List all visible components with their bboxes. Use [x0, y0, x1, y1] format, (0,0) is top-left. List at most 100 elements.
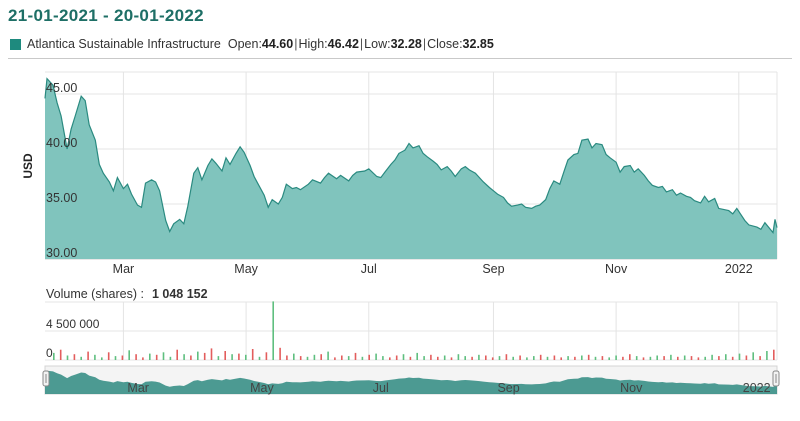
- volume-bar: [293, 353, 295, 360]
- navigator-x-tick-label: May: [250, 381, 274, 395]
- y-axis-label: USD: [21, 153, 35, 179]
- volume-bar: [197, 351, 199, 360]
- volume-bar: [656, 355, 658, 360]
- volume-bar: [430, 354, 432, 360]
- open-label: Open:: [227, 37, 262, 51]
- volume-bar: [601, 356, 604, 360]
- volume-bar: [766, 351, 768, 360]
- volume-bar: [334, 357, 336, 360]
- volume-bar: [416, 352, 418, 360]
- header-divider: [8, 58, 792, 59]
- volume-bar: [498, 356, 501, 360]
- volume-bar: [313, 354, 316, 360]
- navigator-x-tick-label: Sep: [497, 381, 519, 395]
- volume-bar: [121, 355, 124, 360]
- volume-bar: [128, 350, 130, 360]
- volume-bar: [320, 354, 322, 360]
- volume-y-tick-label: 4 500 000: [46, 317, 100, 331]
- volume-bar: [581, 355, 583, 360]
- volume-bar: [718, 356, 720, 360]
- volume-bar: [217, 356, 220, 360]
- volume-bar: [190, 355, 192, 360]
- volume-bar: [155, 354, 158, 360]
- price-x-tick-label: 2022: [725, 262, 753, 276]
- volume-bar: [251, 349, 254, 360]
- volume-bar: [752, 352, 754, 360]
- volume-bar: [224, 351, 226, 360]
- price-x-tick-label: Mar: [113, 262, 135, 276]
- volume-bar: [107, 352, 110, 360]
- volume-caption: Volume (shares) : 1 048 152: [46, 287, 208, 301]
- volume-bar: [519, 355, 521, 360]
- close-value: 32.85: [462, 37, 494, 51]
- volume-bar: [299, 356, 302, 360]
- separator: |: [294, 37, 298, 51]
- legend-swatch[interactable]: [10, 38, 21, 50]
- volume-bar: [286, 355, 288, 360]
- volume-bar: [66, 355, 69, 360]
- volume-bar: [683, 355, 686, 360]
- volume-bar: [745, 355, 748, 360]
- price-x-tick-label: Sep: [482, 262, 504, 276]
- volume-bar: [711, 354, 713, 360]
- navigator-x-tick-label: Jul: [373, 381, 389, 395]
- volume-bar: [142, 357, 144, 360]
- volume-bar: [533, 356, 535, 360]
- volume-bar: [94, 354, 96, 360]
- volume-bar: [258, 356, 261, 360]
- volume-bar: [443, 355, 446, 360]
- volume-bars[interactable]: [53, 301, 775, 360]
- volume-bar: [485, 355, 487, 360]
- volume-bar: [395, 355, 398, 360]
- volume-bar: [649, 356, 652, 360]
- volume-bar: [114, 356, 117, 360]
- volume-bar: [423, 356, 425, 360]
- volume-bar: [471, 356, 473, 360]
- volume-bar: [135, 354, 137, 360]
- price-y-tick-label: 45.00: [46, 81, 77, 95]
- volume-bar: [512, 356, 514, 360]
- volume-label: Volume (shares) :: [46, 287, 144, 301]
- volume-bar: [272, 301, 274, 360]
- volume-bar: [670, 354, 672, 360]
- volume-bar: [238, 353, 240, 360]
- volume-bar: [457, 354, 460, 360]
- volume-bar: [382, 356, 384, 360]
- legend-series-name[interactable]: Atlantica Sustainable Infrastructure: [27, 37, 221, 51]
- volume-bar: [704, 356, 706, 360]
- volume-bar: [738, 353, 741, 360]
- price-y-tick-label: 30.00: [46, 246, 77, 260]
- volume-bar: [594, 356, 597, 360]
- volume-bar: [677, 356, 679, 360]
- volume-bar: [635, 356, 638, 360]
- volume-bar: [574, 356, 576, 360]
- volume-bar: [539, 354, 542, 360]
- volume-bar: [389, 357, 391, 360]
- volume-bar: [375, 353, 377, 360]
- volume-bar: [450, 357, 453, 360]
- price-x-tick-label: Nov: [605, 262, 628, 276]
- volume-bar: [629, 354, 631, 360]
- volume-bar: [615, 355, 617, 360]
- navigator-x-tick-label: Nov: [620, 381, 643, 395]
- volume-bar: [231, 354, 233, 360]
- volume-bar: [279, 347, 281, 360]
- volume-bar: [663, 356, 665, 360]
- high-label: High:: [298, 37, 328, 51]
- volume-bar: [437, 356, 439, 360]
- close-label: Close:: [427, 37, 463, 51]
- volume-bar: [505, 354, 508, 360]
- volume-bar: [759, 356, 761, 360]
- volume-bar: [169, 356, 172, 360]
- volume-bar: [491, 357, 494, 360]
- price-area[interactable]: [45, 78, 777, 259]
- price-y-tick-label: 35.00: [46, 191, 77, 205]
- open-value: 44.60: [261, 37, 294, 51]
- price-line[interactable]: [44, 77, 778, 235]
- volume-bar: [587, 354, 590, 360]
- navigator[interactable]: Mar May Jul Sep Nov 2022: [42, 365, 780, 395]
- volume-bar: [306, 356, 309, 360]
- price-x-tick-label: Jul: [361, 262, 377, 276]
- volume-bar: [162, 352, 165, 360]
